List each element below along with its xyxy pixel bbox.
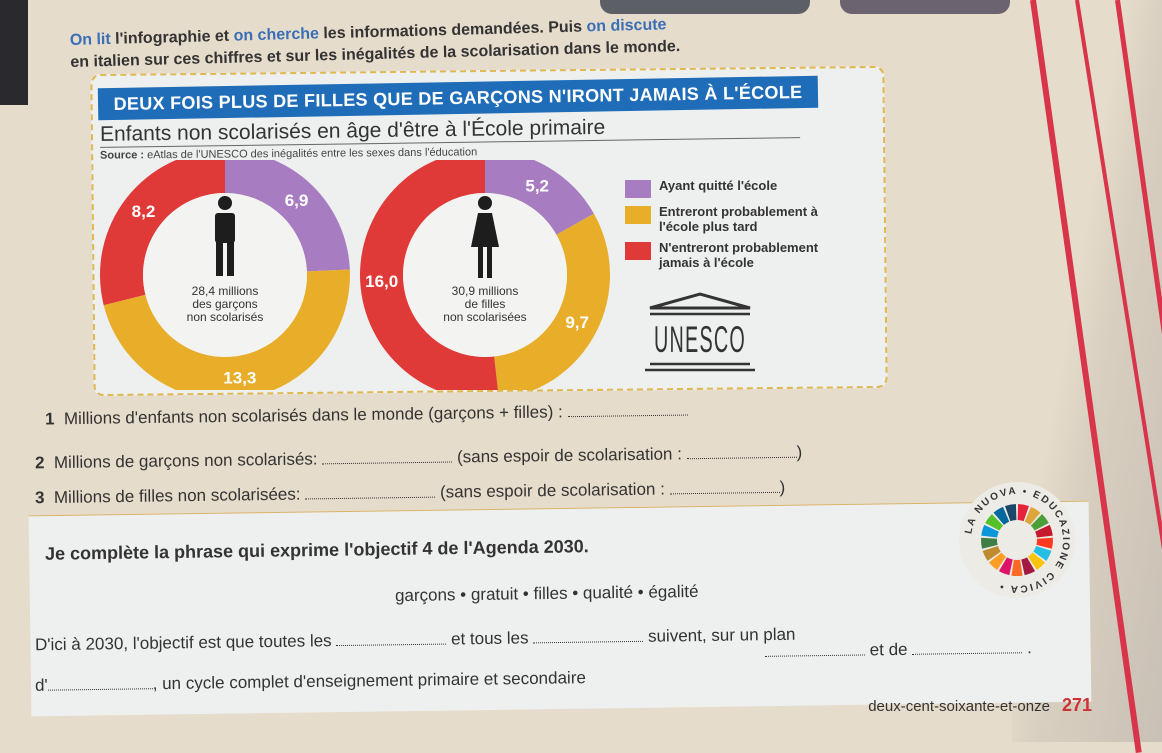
sdg-segment [1021,557,1036,576]
sdg-segment [1030,514,1049,531]
instructions: On lit l'infographie et on cherche les i… [70,10,831,74]
sdg-segment [1028,552,1046,571]
sdg-segment [1017,504,1029,522]
legend-label: Ayant quitté l'école [659,178,778,193]
donut-center-label: 28,4 millions [192,284,259,298]
answer-blank[interactable] [47,674,153,691]
question-text: (sans espoir de scolarisation : [439,479,665,502]
donut-slice-later [103,269,350,390]
question-text: Millions d'enfants non scolarisés dans l… [63,402,563,429]
exercise-text: et de [869,639,908,660]
donut-center-label: non scolarisés [187,310,264,324]
sdg-wheel-icon [981,504,1053,576]
question-1: 1 Millions d'enfants non scolarisés dans… [44,400,688,430]
page-number: 271 [1061,695,1092,715]
answer-blank[interactable] [336,629,447,647]
donut-value-label: 13,3 [223,368,256,387]
sdg-segment [981,524,999,538]
question-text: ) [779,477,786,497]
exercise-line-2: et de . [764,638,1032,662]
answer-blank[interactable] [305,482,436,500]
page-footer: deux-cent-soixante-et-onze 271 [868,695,1092,716]
donut-center-label: non scolarisées [443,310,526,324]
answer-blank[interactable] [533,626,644,644]
instruction-verb: on discute [586,16,667,36]
sdg-segment [1005,504,1017,522]
donut-slice-left [485,160,594,235]
sdg-segment [1035,524,1053,538]
legend-label: Entreront probablement à l'école plus ta… [659,204,818,234]
question-number: 1 [44,409,55,429]
educazione-civica-badge: LA NUOVA • EDUCAZIONE CIVICA • [959,482,1075,598]
exercise-text: D'ici à 2030, l'objectif est que toutes … [34,631,332,655]
answer-blank[interactable] [764,640,866,657]
sdg-segment [1036,537,1053,549]
sdg-segment [1011,559,1023,576]
word-bank: garçons • gratuit • filles • qualité • é… [394,581,699,606]
question-text: Millions de garçons non scolarisés: [53,449,318,473]
donut-value-label: 16,0 [365,272,398,291]
sdg-segment [981,537,998,549]
female-figure-icon [471,196,499,278]
exercise-text: et tous les [450,628,529,649]
donut-slice-never [360,160,498,390]
question-text: Millions de filles non scolarisées: [53,484,301,507]
donut-value-label: 8,2 [132,202,156,221]
question-number: 3 [34,488,45,508]
sdg-segment [1033,546,1052,561]
answer-blank[interactable] [669,477,780,495]
answer-blank[interactable] [322,447,453,465]
sdg-segment [993,506,1010,525]
exercise-text: . [1026,638,1032,658]
donut-center-label: des garçons [192,297,257,311]
legend-item-later: Entreront probablement à l'école plus ta… [625,204,839,234]
legend-item-left: Ayant quitté l'école [625,178,839,198]
answer-blank[interactable] [567,400,688,418]
donut-slice-never [100,160,225,306]
donut-center-label: 30,9 millions [452,284,519,298]
instruction-verb: on cherche [233,25,320,45]
instruction-text: l'infographie et [110,27,234,48]
instruction-verb: On lit [69,30,111,49]
sdg-segment [988,552,1006,571]
donut-center-label: de filles [465,297,506,311]
donut-value-label: 5,2 [525,177,549,196]
question-2: 2 Millions de garçons non scolarisés: (s… [35,443,803,474]
male-figure-icon [215,196,235,276]
question-text: (sans espoir de scolarisation : [456,444,683,467]
donut-slice-later [494,213,610,390]
page-edge-shadow [0,0,28,105]
answer-blank[interactable] [912,638,1023,655]
page-number-words: deux-cent-soixante-et-onze [868,698,1050,715]
donut-value-label: 6,9 [285,191,309,210]
legend-swatch [625,206,651,224]
question-text: ) [796,442,803,462]
unesco-logo: UNESCO [645,292,755,372]
question-3: 3 Millions de filles non scolarisées: (s… [35,478,786,508]
question-number: 2 [34,453,45,473]
donut-hole [403,193,567,357]
answer-blank[interactable] [686,442,797,460]
legend-label: N'entreront probablement jamais à l'écol… [659,240,819,270]
exercise-text: d' [34,675,48,695]
photo-fragment [600,0,810,14]
legend-item-never: N'entreront probablement jamais à l'écol… [625,240,839,270]
sdg-segment [1024,506,1041,525]
donut-slice-left [225,160,350,272]
donut-value-label: 9,7 [565,313,589,332]
sdg-segment [985,514,1004,531]
donut-hole [143,193,307,357]
legend: Ayant quitté l'école Entreront probablem… [625,178,839,276]
svg-text:UNESCO: UNESCO [654,320,746,361]
legend-swatch [625,242,651,260]
photo-fragment [840,0,1010,14]
sdg-segment [998,557,1013,576]
legend-swatch [625,180,651,198]
sdg-segment [982,546,1001,561]
